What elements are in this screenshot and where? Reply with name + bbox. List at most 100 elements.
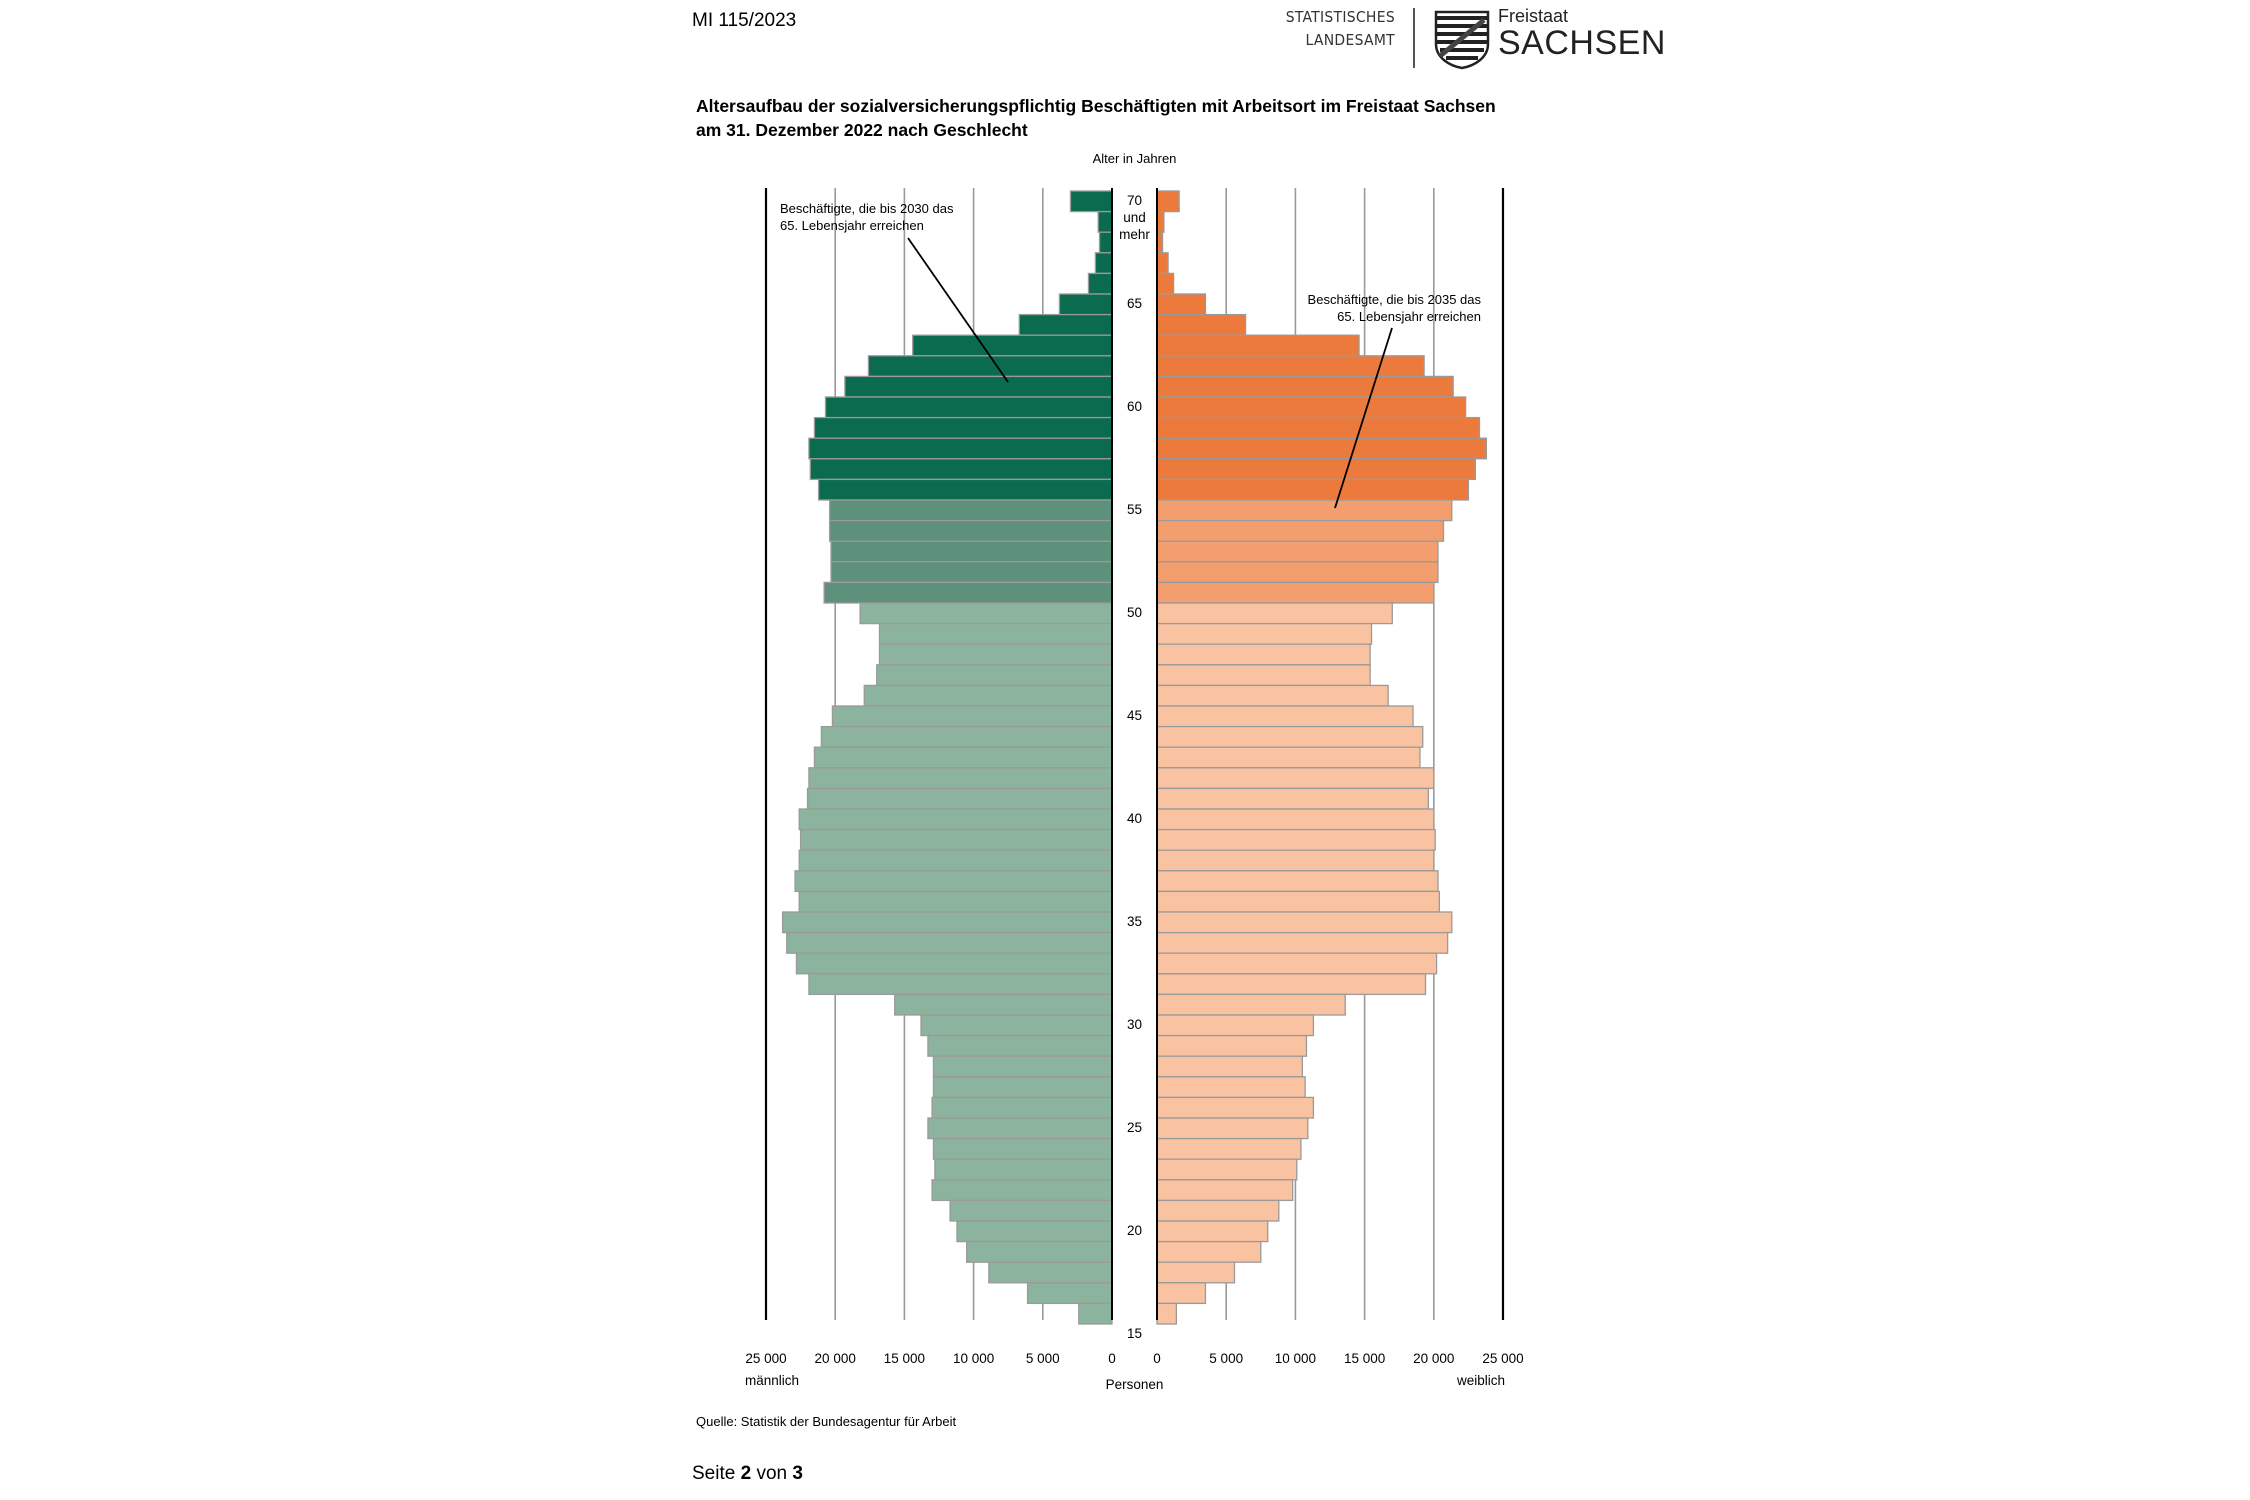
male-bar-age-21 [949, 1199, 1113, 1222]
female-bar-age-61 [1156, 375, 1454, 398]
male-bar-age-52 [830, 561, 1113, 584]
chart-title: Altersaufbau der sozialversicherungspfli… [696, 94, 1496, 142]
page-current: 2 [740, 1463, 752, 1484]
male-bar-age-43 [813, 746, 1113, 769]
female-bar-age-36 [1156, 890, 1440, 913]
male-bar-age-44 [820, 725, 1113, 748]
male-bar-age-48 [878, 643, 1113, 666]
male-annotation-text: Beschäftigte, die bis 2030 das [780, 201, 954, 216]
female-bar-age-49 [1156, 622, 1373, 645]
male-bar-age-58 [808, 437, 1113, 460]
female-bar-age-29 [1156, 1034, 1308, 1057]
male-bar-age-64 [1018, 313, 1113, 336]
female-bar-age-67 [1156, 252, 1169, 275]
age-tick-label: 50 [1127, 605, 1142, 620]
statistisches-landesamt-logo: STATISTISCHES LANDESAMT Freistaat SACHSE… [1270, 4, 1665, 70]
male-bar-age-31 [894, 993, 1113, 1016]
male-bar-age-18 [988, 1261, 1113, 1284]
source-note: Quelle: Statistik der Bundesagentur für … [696, 1414, 957, 1429]
age-tick-label: 45 [1127, 708, 1142, 723]
female-bar-age-30 [1156, 1014, 1315, 1037]
female-bar-age-48 [1156, 643, 1371, 666]
female-bar-age-64 [1156, 313, 1247, 336]
male-bar-age-36 [798, 890, 1113, 913]
male-bar-age-37 [794, 870, 1113, 893]
age-tick-label: 25 [1127, 1120, 1142, 1135]
male-bar-age-25 [927, 1117, 1113, 1140]
male-bar-age-61 [844, 375, 1113, 398]
female-bar-age-69 [1156, 210, 1165, 233]
age-tick-label: 15 [1127, 1326, 1142, 1341]
male-x-tick-label: 25 000 [745, 1351, 786, 1366]
page-total: 3 [792, 1463, 803, 1484]
male-bar-age-59 [813, 416, 1113, 439]
male-annotation-leader [907, 237, 1009, 383]
female-bar-age-41 [1156, 787, 1429, 810]
male-bar-age-38 [798, 849, 1113, 872]
female-bar-age-51 [1156, 581, 1435, 604]
page-middle: von [756, 1463, 788, 1484]
female-bar-age-24 [1156, 1137, 1302, 1160]
male-bar-age-67 [1094, 252, 1113, 275]
male-bar-age-19 [966, 1240, 1113, 1263]
male-bar-age-16 [1078, 1302, 1113, 1325]
male-bar-age-32 [808, 973, 1113, 996]
female-bar-age-56 [1156, 478, 1470, 501]
female-bar-age-18 [1156, 1261, 1236, 1284]
chart-title-line2: am 31. Dezember 2022 nach Geschlecht [696, 120, 1028, 140]
female-bar-age-43 [1156, 746, 1421, 769]
male-x-tick-label: 5 000 [1026, 1351, 1060, 1366]
female-bar-age-53 [1156, 540, 1439, 563]
page-indicator: Seite 2 von 3 [692, 1463, 803, 1485]
male-x-tick-label: 20 000 [815, 1351, 856, 1366]
chart-title-line1: Altersaufbau der sozialversicherungspfli… [696, 96, 1496, 116]
axes: 70 65 60 55 50 45 40 35 30 25 20 15 und mehr Alter in … [745, 151, 1524, 1392]
age-tick-label: 60 [1127, 399, 1142, 414]
male-bar-age-47 [876, 664, 1113, 687]
female-bar-age-52 [1156, 561, 1439, 584]
female-bar-age-34 [1156, 931, 1449, 954]
male-bar-age-24 [932, 1137, 1113, 1160]
age-tick-label: 70 [1127, 193, 1142, 208]
male-bar-age-57 [809, 458, 1113, 481]
male-bar-age-26 [931, 1096, 1113, 1119]
male-bar-age-56 [817, 478, 1113, 501]
age-tick-label: 55 [1127, 502, 1142, 517]
state-name-line2: SACHSEN [1498, 24, 1666, 62]
male-bar-age-17 [1026, 1282, 1113, 1305]
female-bar-age-28 [1156, 1055, 1303, 1078]
male-side-label: männlich [745, 1373, 799, 1388]
female-bar-age-39 [1156, 828, 1436, 851]
female-bar-age-44 [1156, 725, 1424, 748]
female-bar-age-23 [1156, 1158, 1298, 1181]
female-annotation-text: Beschäftigte, die bis 2035 das [1308, 292, 1482, 307]
male-bar-age-30 [920, 1014, 1113, 1037]
female-bar-age-16 [1156, 1302, 1178, 1325]
female-bar-age-55 [1156, 499, 1453, 522]
annotations: Beschäftigte, die bis 2030 das 65. Lebens… [780, 201, 1482, 509]
female-bar-age-57 [1156, 458, 1476, 481]
y-axis-title: Alter in Jahren [1093, 151, 1177, 166]
female-bar-age-65 [1156, 293, 1207, 316]
male-bar-age-28 [932, 1055, 1113, 1078]
female-bar-age-31 [1156, 993, 1346, 1016]
female-bar-age-62 [1156, 355, 1425, 378]
female-bar-age-27 [1156, 1076, 1306, 1099]
female-bar-age-66 [1156, 272, 1175, 295]
male-bar-age-51 [823, 581, 1113, 604]
male-bar-age-22 [931, 1179, 1113, 1202]
female-bar-age-58 [1156, 437, 1488, 460]
age-tick-label: 20 [1127, 1223, 1142, 1238]
female-bar-age-33 [1156, 952, 1438, 975]
male-bar-age-69 [1097, 210, 1113, 233]
male-x-tick-label: 0 [1108, 1351, 1116, 1366]
male-bar-age-39 [799, 828, 1113, 851]
female-bar-age-45 [1156, 705, 1414, 728]
age-tick-label: 65 [1127, 296, 1142, 311]
female-bar-age-20 [1156, 1220, 1269, 1243]
male-bar-age-27 [932, 1076, 1113, 1099]
x-axis-title: Personen [1106, 1377, 1164, 1392]
female-bar-age-37 [1156, 870, 1439, 893]
male-bar-age-35 [781, 911, 1113, 934]
